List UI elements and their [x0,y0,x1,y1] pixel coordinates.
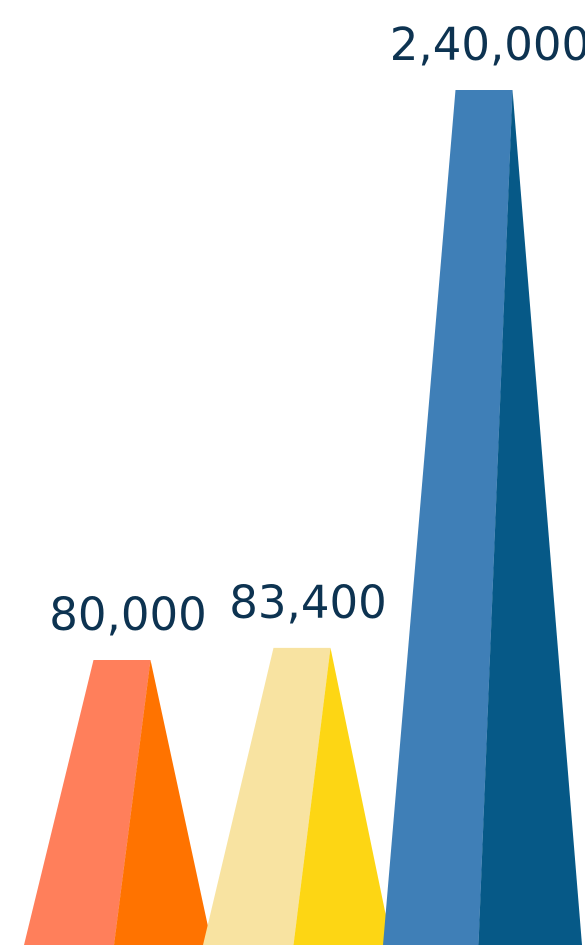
bar-2-value-label: 83,400 [229,576,386,629]
bar-3-value-label: 2,40,000 [390,18,585,71]
bar-1-value-label: 80,000 [49,588,206,641]
